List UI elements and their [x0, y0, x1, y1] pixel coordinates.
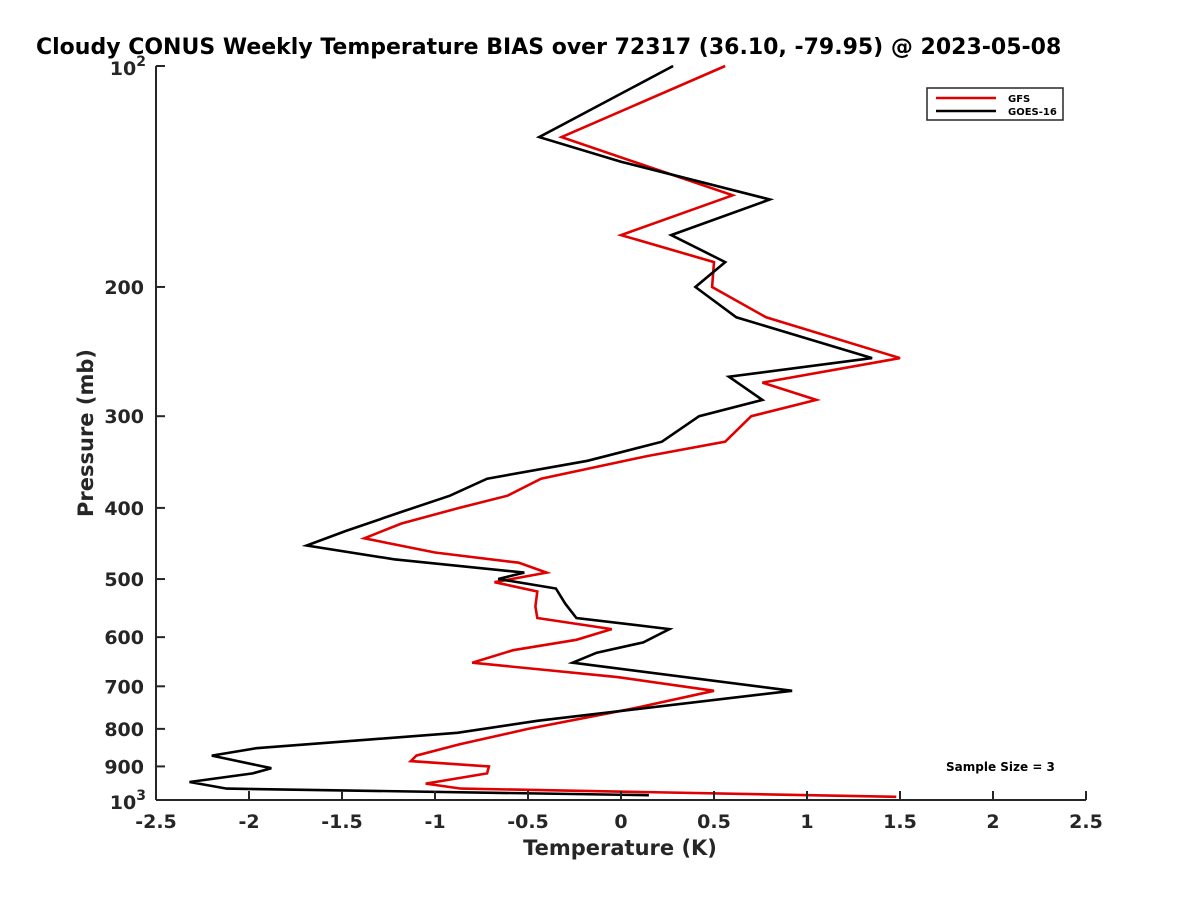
y-tick-label: 600 [104, 627, 144, 649]
x-axis-ticks: -2.5 -2 -1.5 -1 -0.5 0 0.5 1 1.5 2 2.5 [135, 791, 1103, 833]
series-line-gfs [359, 64, 901, 799]
x-axis-label: Temperature (K) [523, 836, 717, 860]
x-tick-label: 2.5 [1069, 811, 1103, 833]
y-tick-label: 900 [104, 756, 144, 778]
series-line-goes-16 [189, 64, 873, 797]
y-tick-label: 102 [110, 54, 146, 80]
legend-box [926, 87, 1064, 121]
legend-label-gfs: GFS [1008, 94, 1030, 105]
x-tick-label: 1 [800, 811, 813, 833]
y-tick-label: 103 [110, 788, 146, 814]
x-tick-label: -1.5 [321, 811, 363, 833]
y-tick-label: 700 [104, 676, 144, 698]
plot-area [189, 64, 901, 799]
y-tick-label: 200 [104, 277, 144, 299]
legend: GFS GOES-16 [926, 87, 1064, 121]
x-tick-label: 1.5 [883, 811, 917, 833]
x-tick-label: -1 [424, 811, 445, 833]
y-tick-label: 400 [104, 498, 144, 520]
y-axis-ticks: 200 300 400 500 600 700 800 900 102 103 [104, 54, 165, 814]
x-tick-label: -0.5 [507, 811, 549, 833]
x-tick-label: -2 [238, 811, 259, 833]
x-tick-label: 0.5 [697, 811, 731, 833]
x-tick-label: -2.5 [135, 811, 177, 833]
y-tick-label: 500 [104, 569, 144, 591]
y-axis-label: Pressure (mb) [74, 349, 98, 517]
chart-title: Cloudy CONUS Weekly Temperature BIAS ove… [36, 35, 1061, 60]
y-tick-label: 300 [104, 406, 144, 428]
x-tick-label: 2 [986, 811, 999, 833]
y-tick-label: 800 [104, 719, 144, 741]
x-tick-label: 0 [614, 811, 627, 833]
sample-size-annotation: Sample Size = 3 [946, 760, 1055, 774]
legend-label-goes16: GOES-16 [1008, 107, 1057, 118]
